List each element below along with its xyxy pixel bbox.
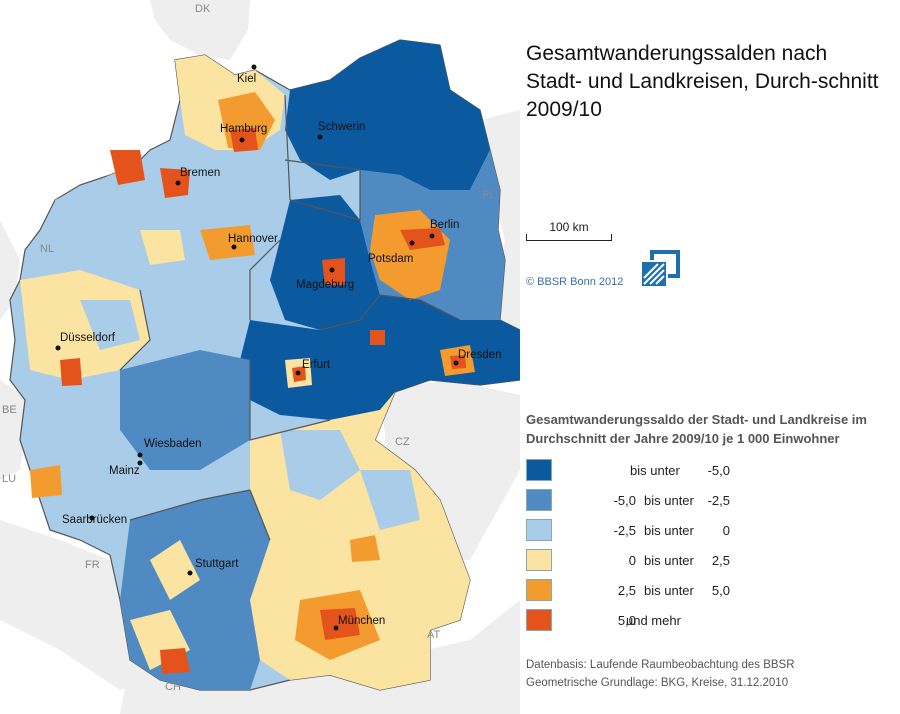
country-lu: LU <box>2 473 16 485</box>
source-note: Datenbasis: Laufende Raumbeobachtung des… <box>526 656 795 692</box>
city-dot-muenchen <box>333 625 339 631</box>
legend-connector: bis unter <box>644 493 694 508</box>
germany-migration-map: DK PL NL BE LU FR CH AT CZ Kiel Hamburg … <box>0 0 520 714</box>
country-dk: DK <box>195 3 211 15</box>
legend-upper-bound: 2,5 <box>711 553 730 568</box>
legend-upper-bound: -2,5 <box>707 493 730 508</box>
city-label-wiesbaden: Wiesbaden <box>144 438 202 450</box>
country-be: BE <box>2 404 17 416</box>
city-dot-berlin <box>429 233 435 239</box>
city-label-kiel: Kiel <box>237 73 256 85</box>
city-dot-wiesbaden <box>137 452 143 458</box>
country-ch: CH <box>165 681 181 693</box>
city-label-dresden: Dresden <box>458 349 501 361</box>
copyright-note: © BBSR Bonn 2012 <box>526 276 624 288</box>
city-dot-potsdam <box>409 240 415 246</box>
country-cz: CZ <box>395 436 410 448</box>
city-dot-schwerin <box>317 134 323 140</box>
city-dot-magdeburg <box>329 267 335 273</box>
legend-row: 2,5 bis unter 5,0 <box>526 577 746 607</box>
legend-connector: und mehr <box>626 613 681 628</box>
city-dot-hannover <box>231 244 237 250</box>
legend-row: -5,0 bis unter -2,5 <box>526 487 746 517</box>
legend-row: -2,5 bis unter 0 <box>526 517 746 547</box>
legend-swatch <box>526 489 552 511</box>
france-area <box>0 520 150 690</box>
city-dot-stuttgart <box>187 570 193 576</box>
legend-lower-bound: -5,0 <box>613 493 636 508</box>
city-dot-hamburg <box>239 137 245 143</box>
city-label-stuttgart: Stuttgart <box>195 558 239 570</box>
city-dot-bremen <box>175 180 181 186</box>
austria-area <box>250 600 520 714</box>
legend-lower-bound: -2,5 <box>613 523 636 538</box>
city-label-magdeburg: Magdeburg <box>296 279 354 291</box>
scale-bar: 100 km <box>526 220 612 241</box>
country-pl: PL <box>482 189 495 201</box>
city-label-muenchen: München <box>338 615 385 627</box>
legend-swatch <box>526 549 552 571</box>
city-dot-duesseldorf <box>55 345 61 351</box>
city-label-hamburg: Hamburg <box>220 123 267 135</box>
city-label-mainz: Mainz <box>109 465 140 477</box>
belgium-area <box>0 380 30 480</box>
legend-swatch <box>526 519 552 541</box>
bbsr-logo <box>640 250 680 288</box>
legend-row: 5,0 und mehr <box>526 607 746 637</box>
country-fr: FR <box>85 559 100 571</box>
city-label-berlin: Berlin <box>430 219 459 231</box>
country-nl: NL <box>40 243 54 255</box>
legend-connector: bis unter <box>644 583 694 598</box>
city-label-schwerin: Schwerin <box>318 121 365 133</box>
legend-connector: bis unter <box>644 523 694 538</box>
legend: bis unter -5,0 -5,0 bis unter -2,5 -2,5 bis un… <box>526 457 746 637</box>
legend-lower-bound: 0 <box>628 553 636 568</box>
legend-upper-bound: -5,0 <box>707 463 730 478</box>
city-dot-kiel <box>251 64 257 70</box>
legend-title: Gesamtwanderungssaldo der Stadt- und Lan… <box>526 412 867 446</box>
scale-line <box>526 234 612 241</box>
legend-row: bis unter -5,0 <box>526 457 746 487</box>
legend-upper-bound: 0 <box>722 523 730 538</box>
city-markers <box>55 64 459 631</box>
country-at: AT <box>427 629 441 641</box>
source-line-2: Geometrische Grundlage: BKG, Kreise, 31.… <box>526 677 789 689</box>
legend-row: 0 bis unter 2,5 <box>526 547 746 577</box>
city-label-hannover: Hannover <box>228 233 278 245</box>
city-label-erfurt: Erfurt <box>302 359 331 371</box>
legend-lower-bound: 5,0 <box>617 613 636 628</box>
city-label-potsdam: Potsdam <box>368 253 413 265</box>
denmark-area <box>150 0 250 60</box>
legend-swatch <box>526 579 552 601</box>
scale-label: 100 km <box>549 220 589 234</box>
legend-lower-bound: 2,5 <box>617 583 636 598</box>
city-dot-saarbruecken <box>89 515 95 521</box>
city-label-saarbruecken: Saarbrücken <box>62 514 127 526</box>
map-title: Gesamtwanderungssalden nach Stadt- und L… <box>526 42 879 121</box>
city-dot-mainz <box>137 460 143 466</box>
legend-connector: bis unter <box>630 463 680 478</box>
city-dot-erfurt <box>295 370 301 376</box>
legend-swatch <box>526 459 552 481</box>
legend-connector: bis unter <box>644 553 694 568</box>
source-line-1: Datenbasis: Laufende Raumbeobachtung des… <box>526 659 795 671</box>
legend-upper-bound: 5,0 <box>711 583 730 598</box>
city-dot-dresden <box>453 360 459 366</box>
city-label-duesseldorf: Düsseldorf <box>60 332 116 344</box>
legend-swatch <box>526 609 552 631</box>
city-label-bremen: Bremen <box>180 167 220 179</box>
